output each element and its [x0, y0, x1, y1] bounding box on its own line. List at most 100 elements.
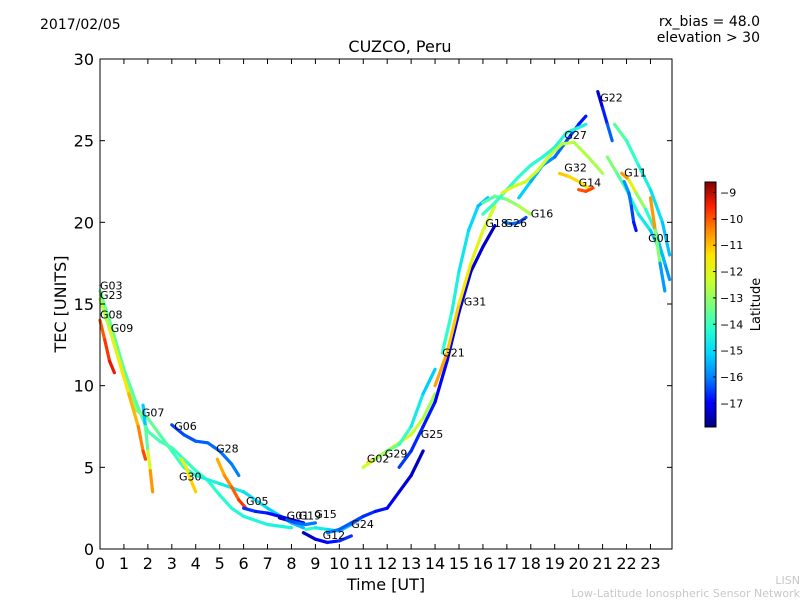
x-tick-label: 7: [262, 554, 272, 573]
data-segment: [409, 416, 425, 437]
data-segment: [624, 139, 641, 167]
data-segment: [325, 527, 341, 535]
data-segment: [182, 457, 198, 473]
data-segment: [184, 465, 193, 482]
colorbar-tick-label: −11: [720, 239, 743, 252]
satellite-label: G05: [246, 495, 269, 508]
y-tick-label: 10: [74, 377, 94, 396]
satellite-label: G25: [421, 428, 444, 441]
x-tick-label: 0: [95, 554, 105, 573]
data-segment: [553, 130, 569, 149]
data-segment: [409, 424, 425, 453]
series-g14: [577, 186, 595, 193]
satellite-label: G29: [385, 448, 408, 461]
data-segment: [620, 171, 631, 182]
data-segment: [421, 367, 437, 396]
data-segment: [230, 506, 246, 518]
data-segment: [481, 194, 497, 205]
data-segment: [457, 269, 473, 314]
rx-bias-label: rx_bias = 48.0: [658, 14, 760, 30]
data-segment: [215, 457, 227, 478]
data-segment: [457, 261, 473, 306]
data-segment: [557, 171, 571, 179]
data-segment: [127, 392, 140, 429]
data-segment: [397, 473, 413, 494]
data-segment: [397, 424, 413, 447]
x-tick-label: 14: [425, 554, 445, 573]
data-segment: [517, 204, 533, 216]
station-info: rx_bias = 48.0 elevation > 30: [657, 14, 760, 46]
x-tick-label: 20: [568, 554, 588, 573]
x-tick-label: 21: [592, 554, 612, 573]
elevation-label: elevation > 30: [656, 30, 760, 46]
watermark-network: Low-Latitude Ionospheric Sensor Network: [571, 587, 800, 600]
data-segment: [141, 403, 148, 429]
data-segment: [577, 114, 588, 126]
data-segment: [612, 122, 629, 143]
satellite-label: G27: [564, 129, 587, 142]
watermark-lisn: LISN: [775, 574, 800, 587]
data-segment: [170, 449, 186, 469]
satellite-label: G15: [314, 508, 337, 521]
y-tick-label: 0: [84, 540, 94, 559]
data-segment: [600, 106, 609, 126]
data-segment: [110, 326, 126, 371]
data-segment: [572, 140, 590, 159]
x-tick-label: 9: [310, 554, 320, 573]
data-segment: [117, 359, 131, 396]
satellite-label: G24: [351, 518, 374, 531]
data-segment: [122, 367, 138, 404]
data-segment: [648, 188, 665, 224]
satellite-label: G09: [111, 322, 134, 335]
data-segment: [605, 122, 614, 143]
data-segment: [636, 212, 653, 233]
data-segment: [658, 261, 667, 293]
data-segment: [653, 228, 662, 265]
data-segment: [517, 179, 533, 200]
satellite-label: G21: [442, 346, 465, 359]
data-segment: [230, 485, 241, 502]
data-segment: [512, 179, 528, 188]
data-segment: [241, 506, 258, 514]
data-segment: [218, 493, 234, 510]
data-segment: [361, 457, 377, 469]
data-segment: [421, 400, 437, 429]
x-tick-label: 22: [616, 554, 636, 573]
series-g21: [433, 204, 497, 388]
data-segment: [289, 521, 306, 530]
data-segment: [107, 359, 116, 375]
data-segment: [648, 196, 657, 233]
colorbar-tick-label: −17: [720, 397, 743, 410]
data-segment: [433, 351, 449, 388]
x-tick-label: 4: [191, 554, 201, 573]
data-segment: [194, 473, 222, 486]
data-segment: [373, 449, 389, 461]
satellite-label: G32: [564, 162, 587, 175]
data-segment: [440, 310, 454, 355]
x-tick-label: 12: [377, 554, 397, 573]
data-segment: [265, 522, 294, 530]
data-segment: [206, 478, 222, 497]
data-segment: [627, 191, 633, 208]
y-tick-label: 5: [84, 458, 94, 477]
series-g11: [612, 122, 672, 257]
x-tick-label: 13: [401, 554, 421, 573]
x-tick-label: 5: [215, 554, 225, 573]
data-segment: [170, 446, 186, 461]
data-segment: [206, 441, 222, 453]
series-g19: [285, 517, 317, 527]
data-segment: [158, 433, 174, 453]
data-segment: [313, 526, 329, 532]
data-segment: [98, 289, 114, 331]
x-tick-label: 10: [329, 554, 349, 573]
data-segment: [304, 521, 317, 527]
x-tick-label: 23: [640, 554, 660, 573]
satellite-label: G31: [464, 296, 487, 309]
data-segment: [146, 416, 162, 437]
data-segment: [194, 439, 210, 445]
data-segment: [567, 175, 581, 184]
data-segment: [222, 473, 234, 489]
data-segment: [241, 514, 270, 527]
data-segment: [146, 449, 152, 473]
series-track-31: [648, 196, 667, 293]
